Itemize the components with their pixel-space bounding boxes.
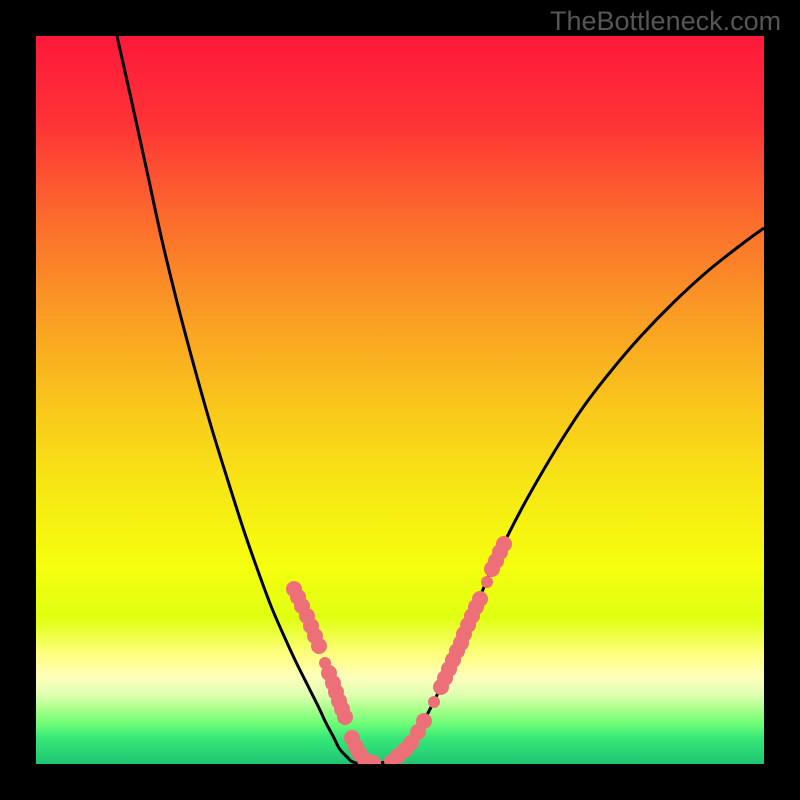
marker-point	[472, 591, 488, 607]
marker-point	[311, 638, 327, 654]
marker-point	[481, 576, 493, 588]
marker-point	[337, 709, 353, 725]
watermark-text: TheBottleneck.com	[550, 6, 781, 37]
gradient-background	[36, 36, 764, 764]
marker-point	[416, 713, 432, 729]
marker-point	[496, 536, 512, 552]
plot-svg	[36, 36, 764, 764]
marker-point	[428, 696, 440, 708]
plot-area	[36, 36, 764, 764]
